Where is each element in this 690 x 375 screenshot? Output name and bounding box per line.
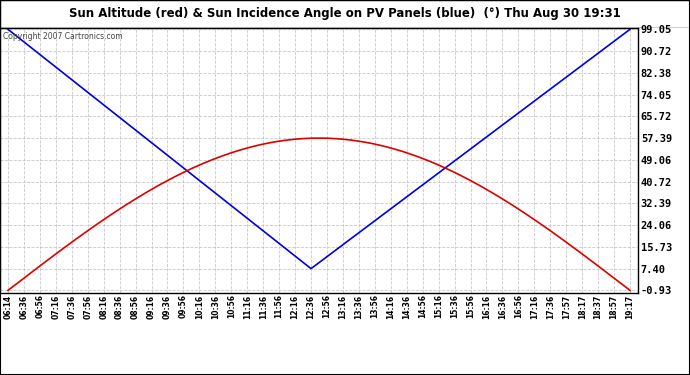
Text: Copyright 2007 Cartronics.com: Copyright 2007 Cartronics.com (3, 32, 123, 41)
Text: Sun Altitude (red) & Sun Incidence Angle on PV Panels (blue)  (°) Thu Aug 30 19:: Sun Altitude (red) & Sun Incidence Angle… (69, 8, 621, 21)
